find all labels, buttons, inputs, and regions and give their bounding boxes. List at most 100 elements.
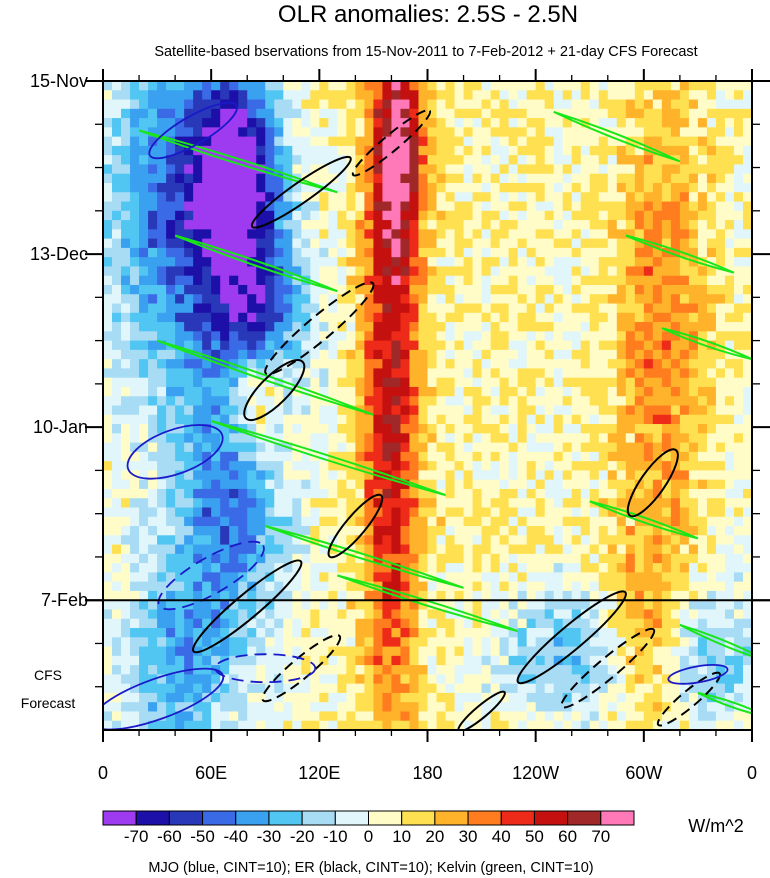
heatmap-cell <box>220 526 230 536</box>
heatmap-cell <box>715 628 726 638</box>
heatmap-cell <box>319 368 329 379</box>
heatmap-cell <box>364 702 375 713</box>
heatmap-cell <box>454 220 465 230</box>
heatmap-cell <box>472 90 483 101</box>
heatmap-cell <box>697 257 708 268</box>
heatmap-cell <box>679 331 690 342</box>
heatmap-cell <box>274 386 284 397</box>
heatmap-cell <box>652 563 663 573</box>
heatmap-cell <box>346 266 356 277</box>
heatmap-cell <box>112 386 122 397</box>
heatmap-cell <box>625 90 636 101</box>
heatmap-cell <box>472 424 483 434</box>
heatmap-cell <box>328 164 338 175</box>
heatmap-cell <box>319 220 329 230</box>
heatmap-cell <box>337 275 347 286</box>
heatmap-cell <box>112 526 122 536</box>
heatmap-cell <box>157 692 167 703</box>
heatmap-cell <box>643 340 654 351</box>
heatmap-cell <box>103 359 113 370</box>
heatmap-cell <box>616 145 627 156</box>
heatmap-cell <box>292 303 302 314</box>
heatmap-cell <box>364 507 375 518</box>
heatmap-cell <box>490 526 501 536</box>
heatmap-cell <box>211 386 221 397</box>
heatmap-cell <box>184 210 194 221</box>
heatmap-cell <box>724 182 735 193</box>
heatmap-cell <box>418 340 429 351</box>
heatmap-cell <box>202 247 212 258</box>
heatmap-cell <box>382 535 393 546</box>
heatmap-cell <box>508 294 519 305</box>
heatmap-cell <box>391 442 402 453</box>
heatmap-cell <box>607 275 618 286</box>
heatmap-cell <box>427 210 438 221</box>
heatmap-cell <box>238 526 248 536</box>
heatmap-cell <box>724 164 735 175</box>
heatmap-cell <box>148 405 158 416</box>
heatmap-cell <box>499 238 510 249</box>
heatmap-cell <box>526 488 537 499</box>
heatmap-cell <box>229 118 239 128</box>
heatmap-cell <box>670 164 681 175</box>
heatmap-cell <box>526 118 537 128</box>
heatmap-cell <box>445 600 456 611</box>
heatmap-cell <box>103 118 113 128</box>
heatmap-cell <box>598 312 609 323</box>
heatmap-cell <box>319 711 329 722</box>
heatmap-cell <box>670 81 681 91</box>
heatmap-cell <box>571 498 582 509</box>
heatmap-cell <box>742 405 752 416</box>
heatmap-cell <box>247 201 257 212</box>
heatmap-cell <box>202 303 212 314</box>
heatmap-cell <box>724 322 735 332</box>
heatmap-cell <box>490 451 501 462</box>
heatmap-cell <box>166 451 176 462</box>
heatmap-cell <box>715 646 726 657</box>
heatmap-cell <box>688 488 699 499</box>
heatmap-cell <box>130 424 140 434</box>
heatmap-cell <box>463 322 474 332</box>
heatmap-cell <box>112 164 122 175</box>
heatmap-cell <box>616 108 627 119</box>
heatmap-cell <box>112 118 122 128</box>
heatmap-cell <box>139 488 149 499</box>
heatmap-cell <box>643 590 654 601</box>
heatmap-cell <box>481 368 492 379</box>
heatmap-cell <box>517 322 528 332</box>
heatmap-cell <box>211 377 221 388</box>
heatmap-cell <box>184 340 194 351</box>
heatmap-cell <box>454 692 465 703</box>
heatmap-cell <box>166 683 176 694</box>
heatmap-cell <box>310 229 320 240</box>
heatmap-cell <box>481 637 492 648</box>
heatmap-cell <box>481 702 492 713</box>
heatmap-cell <box>310 247 320 258</box>
heatmap-cell <box>625 544 636 555</box>
heatmap-cell <box>616 414 627 425</box>
heatmap-cell <box>382 220 393 230</box>
heatmap-cell <box>256 720 266 730</box>
heatmap-cell <box>688 507 699 518</box>
heatmap-cell <box>112 711 122 722</box>
heatmap-cell <box>517 461 528 471</box>
heatmap-cell <box>625 692 636 703</box>
heatmap-cell <box>526 563 537 573</box>
heatmap-cell <box>139 377 149 388</box>
heatmap-cell <box>553 563 564 573</box>
heatmap-cell <box>634 451 645 462</box>
heatmap-cell <box>670 442 681 453</box>
heatmap-cell <box>526 201 537 212</box>
heatmap-cell <box>184 424 194 434</box>
heatmap-cell <box>274 118 284 128</box>
heatmap-cell <box>616 553 627 564</box>
heatmap-cell <box>319 544 329 555</box>
heatmap-cell <box>310 479 320 490</box>
heatmap-cell <box>319 322 329 332</box>
heatmap-cell <box>688 368 699 379</box>
heatmap-cell <box>598 683 609 694</box>
heatmap-cell <box>274 90 284 101</box>
heatmap-cell <box>283 396 293 407</box>
heatmap-cell <box>247 655 257 666</box>
heatmap-cell <box>409 414 420 425</box>
